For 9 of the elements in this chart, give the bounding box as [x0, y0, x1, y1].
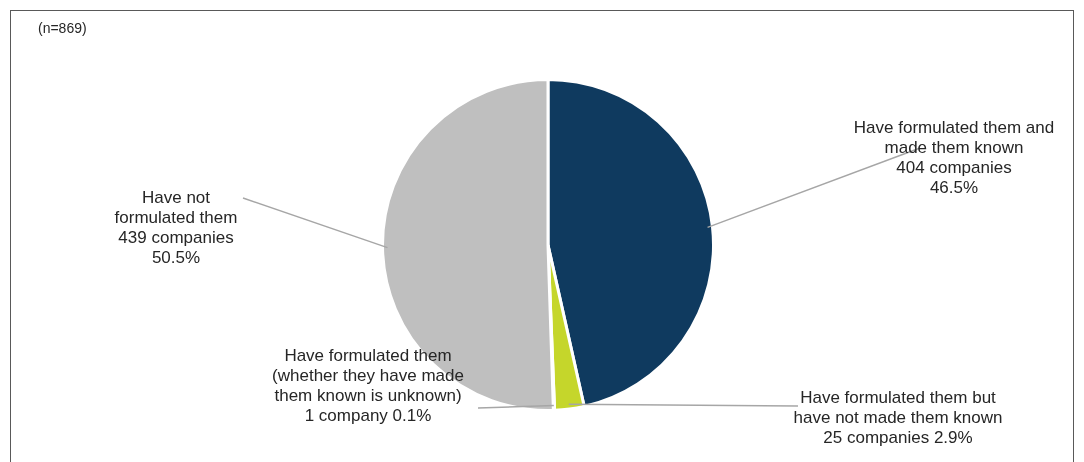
- data-label: 404 companies 46.5%: [896, 158, 1012, 198]
- slice-label: Have formulated them (whether they have made them known is unknown): [272, 346, 464, 406]
- data-label: 439 companies 50.5%: [118, 228, 234, 268]
- slice-label: Have formulated them but have not made them known: [793, 388, 1003, 428]
- text: (n=869): [38, 20, 87, 36]
- data-label: 25 companies 2.9%: [823, 428, 973, 448]
- slice-label: Have not formulated them: [114, 188, 238, 228]
- slice-label: Have formulated them and made them known: [853, 118, 1055, 158]
- data-label: 1 company 0.1%: [304, 406, 432, 426]
